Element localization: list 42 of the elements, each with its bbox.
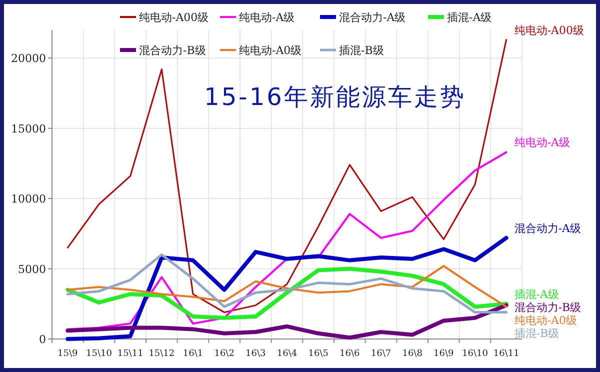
x-tick-label: 16\7	[370, 349, 392, 359]
line-series	[66, 265, 508, 308]
legend-label: 混合动力-B级	[139, 44, 206, 57]
line-series	[66, 253, 508, 314]
x-tick-label: 16\6	[340, 349, 360, 359]
line-series	[66, 303, 508, 340]
x-tick-label: 15\11	[117, 349, 144, 359]
line-series	[66, 266, 508, 320]
text: 纯电动-A级	[514, 136, 570, 150]
legend-label: 插混-A级	[447, 11, 492, 24]
legend-label: 纯电动-A00级	[139, 11, 209, 24]
legend-label: 混合动力-A级	[339, 11, 406, 24]
text: 插混-B级	[514, 326, 560, 340]
x-tick-label: 16\8	[402, 349, 423, 359]
x-tick-label: 16\10	[462, 349, 488, 359]
x-tick-label: 15\12	[148, 349, 175, 359]
x-tick-label: 16\9	[434, 349, 454, 359]
legend-label: 纯电动-A0级	[239, 44, 302, 57]
legend-label: 纯电动-A级	[239, 11, 295, 24]
line-series	[66, 39, 508, 314]
y-tick-label: 0	[39, 333, 46, 346]
text: 纯电动-A0级	[514, 314, 578, 327]
text: 插混-A级	[514, 288, 560, 301]
text: 15-16年新能源车走势	[204, 83, 466, 111]
line-series	[66, 151, 508, 330]
text: 混合动力-A级	[514, 222, 582, 235]
y-tick-label: 20000	[11, 52, 46, 66]
y-tick-label: 10000	[11, 192, 46, 206]
x-tick-label: 16\11	[493, 349, 520, 359]
line-series	[66, 236, 508, 341]
x-tick-label: 15\10	[86, 349, 112, 359]
text: 纯电动-A00级	[514, 24, 584, 37]
text: 混合动力-B级	[514, 300, 582, 314]
x-tick-label: 16\5	[308, 349, 329, 359]
legend-label: 插混-B级	[339, 44, 384, 57]
x-tick-label: 15\9	[58, 349, 78, 359]
y-tick-label: 5000	[18, 262, 46, 276]
x-tick-label: 16\4	[276, 349, 298, 359]
x-tick-label: 16\3	[246, 349, 266, 359]
x-tick-label: 16\1	[182, 349, 204, 359]
y-tick-label: 15000	[11, 122, 46, 136]
x-tick-label: 16\2	[214, 349, 234, 359]
